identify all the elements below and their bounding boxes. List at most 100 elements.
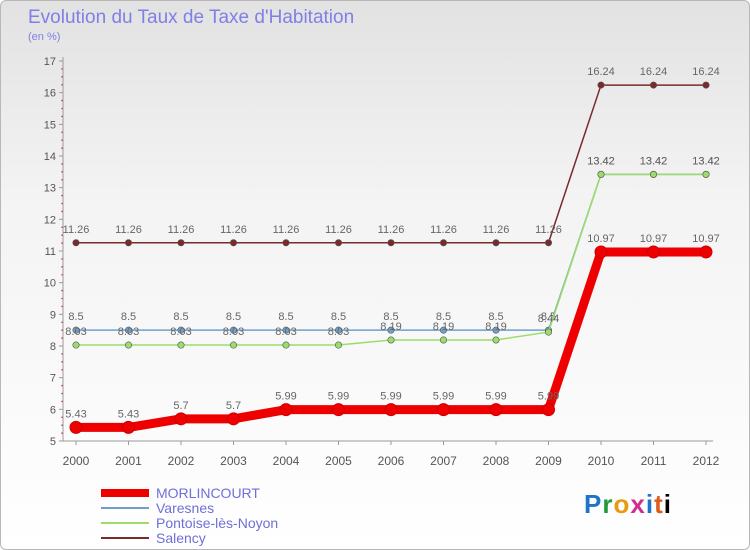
- data-label: 10.97: [692, 233, 720, 245]
- y-minor-tick: [61, 266, 63, 268]
- y-tick-label: 5: [50, 436, 56, 448]
- chart-title: Evolution du Taux de Taxe d'Habitation: [28, 7, 355, 28]
- data-point: [279, 403, 293, 417]
- y-tick-label: 13: [44, 183, 56, 195]
- data-point: [282, 326, 290, 334]
- data-label: 13.42: [692, 155, 720, 167]
- y-minor-tick: [61, 194, 63, 197]
- legend-swatch-salency: [101, 536, 149, 539]
- logo-letter: x: [630, 489, 646, 519]
- legend-item-salency: Salency: [101, 530, 278, 546]
- data-label: 8.03: [118, 326, 139, 338]
- data-label: 11.26: [378, 224, 405, 236]
- y-tick-label: 12: [44, 214, 56, 226]
- logo-letter: P: [584, 489, 603, 519]
- data-label: 5.99: [538, 391, 559, 403]
- data-label: 11.26: [220, 224, 247, 236]
- legend-label-varesnes: Varesnes: [156, 499, 215, 516]
- data-label: 10.97: [587, 233, 615, 245]
- data-label: 5.99: [275, 391, 296, 403]
- x-tick-label: 2001: [115, 454, 142, 468]
- data-point: [334, 326, 342, 334]
- y-minor-tick: [61, 258, 63, 260]
- x-tick-label: 2002: [168, 454, 195, 468]
- y-minor-tick: [61, 83, 63, 86]
- y-minor-tick: [61, 321, 63, 324]
- x-tick-label: 2000: [63, 454, 90, 468]
- data-point: [387, 336, 395, 344]
- y-minor-tick: [61, 424, 63, 426]
- data-label: 11.26: [535, 224, 562, 236]
- data-point: [439, 239, 447, 247]
- y-minor-tick: [61, 329, 63, 331]
- y-tick-label: 17: [44, 56, 56, 68]
- data-label: 11.26: [63, 224, 90, 236]
- data-label: 8.5: [331, 311, 346, 323]
- x-tick-label: 2008: [483, 454, 510, 468]
- data-label: 8.03: [170, 326, 191, 338]
- y-minor-tick: [61, 139, 63, 141]
- x-tick-label: 2006: [378, 454, 405, 468]
- data-point: [492, 239, 500, 247]
- data-point: [702, 81, 710, 89]
- data-point: [230, 326, 238, 334]
- data-label: 5.99: [380, 391, 401, 403]
- data-point: [125, 326, 133, 334]
- y-minor-tick: [61, 400, 63, 403]
- data-point: [174, 412, 188, 426]
- y-minor-tick: [61, 273, 63, 276]
- data-point: [647, 245, 660, 259]
- data-label: 11.26: [115, 224, 142, 236]
- proxiti-logo: Proxiti: [584, 489, 672, 520]
- data-label: 11.26: [483, 224, 510, 236]
- x-tick-label: 2010: [588, 454, 615, 468]
- y-tick-label: 9: [50, 309, 56, 321]
- y-minor-tick: [61, 305, 63, 308]
- data-label: 8.5: [436, 311, 451, 323]
- data-label: 10.97: [640, 233, 668, 245]
- data-point: [125, 239, 133, 247]
- data-point: [334, 239, 342, 247]
- data-label: 5.99: [328, 391, 349, 403]
- data-point: [282, 239, 290, 247]
- data-label: 16.24: [587, 66, 615, 78]
- data-label: 13.42: [640, 155, 668, 167]
- y-minor-tick: [61, 297, 63, 300]
- data-label: 8.19: [433, 321, 454, 333]
- legend-label-pontoise: Pontoise-lès-Noyon: [156, 514, 279, 531]
- data-point: [699, 245, 713, 259]
- legend-swatch-varesnes: [101, 506, 149, 509]
- legend-swatch-pontoise: [101, 521, 149, 524]
- data-label: 8.5: [226, 311, 241, 323]
- y-minor-tick: [61, 202, 63, 205]
- y-minor-tick: [61, 353, 63, 355]
- legend-swatch-morlincourt: [101, 488, 149, 497]
- data-label: 16.24: [640, 66, 668, 78]
- data-label: 8.19: [485, 321, 506, 333]
- data-point: [282, 341, 290, 349]
- legend-item-morlincourt: MORLINCOURT: [101, 485, 278, 501]
- y-minor-tick: [61, 107, 63, 110]
- data-point: [177, 341, 185, 349]
- data-point: [594, 245, 608, 259]
- data-label: 8.03: [223, 326, 244, 338]
- data-label: 8.5: [68, 311, 83, 323]
- data-point: [702, 170, 710, 178]
- y-minor-tick: [61, 210, 63, 213]
- data-label: 11.26: [430, 224, 457, 236]
- data-point: [437, 403, 450, 417]
- logo-letter: o: [613, 489, 631, 519]
- data-point: [387, 239, 395, 247]
- y-minor-tick: [61, 99, 63, 102]
- data-label: 8.03: [275, 326, 296, 338]
- data-point: [384, 403, 398, 417]
- y-minor-tick: [61, 171, 63, 173]
- x-tick-label: 2004: [273, 454, 300, 468]
- data-label: 5.43: [118, 408, 139, 420]
- y-minor-tick: [61, 432, 63, 434]
- data-label: 5.99: [485, 391, 506, 403]
- y-minor-tick: [61, 384, 63, 387]
- data-label: 5.7: [226, 400, 241, 412]
- y-minor-tick: [61, 131, 63, 134]
